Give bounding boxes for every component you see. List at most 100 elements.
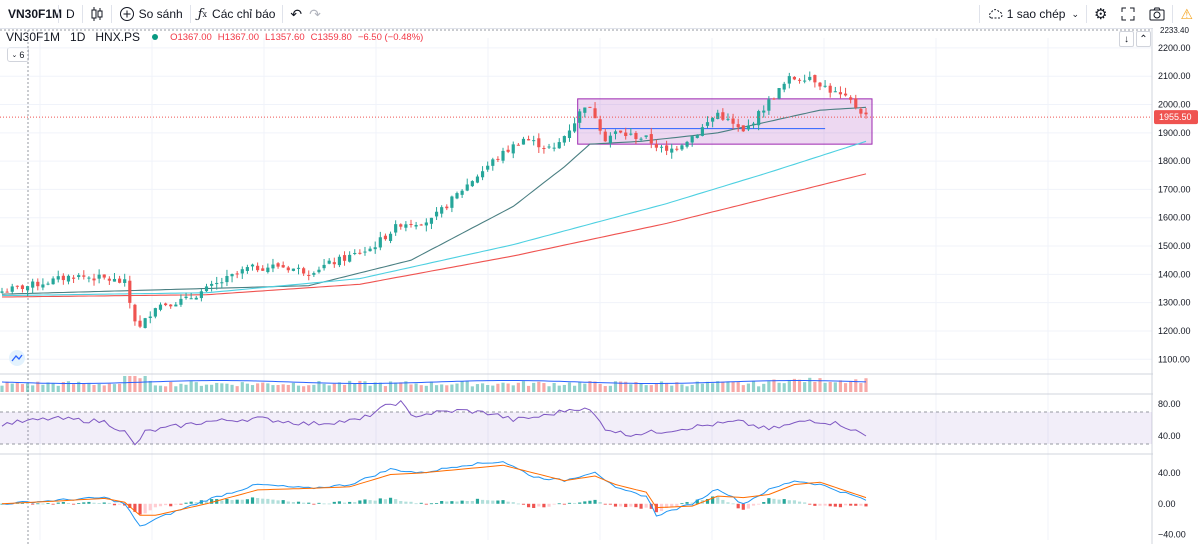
- volume-bar: [179, 383, 183, 392]
- volume-bar: [123, 376, 127, 392]
- candle: [199, 288, 203, 302]
- macd-histogram-bar: [480, 499, 485, 504]
- candle-body: [475, 176, 480, 183]
- volume-bar: [97, 383, 101, 392]
- macd-histogram-bar: [220, 500, 224, 504]
- candle-body: [337, 256, 342, 266]
- volume-bar: [450, 384, 454, 392]
- candle: [153, 307, 157, 319]
- candle-body: [608, 135, 612, 144]
- candle-body: [654, 143, 658, 148]
- candle-body: [665, 145, 669, 151]
- volume-bar: [148, 380, 152, 392]
- screenshot-button[interactable]: [1142, 0, 1172, 28]
- settings-button[interactable]: ⚙: [1087, 0, 1114, 28]
- macd-histogram-bar: [5, 503, 9, 505]
- legend-close: C1359.80: [310, 31, 352, 43]
- symbol-search-button[interactable]: VN30F1M: [0, 0, 62, 28]
- alert-button[interactable]: ⚠: [1173, 0, 1200, 28]
- candle: [419, 223, 423, 226]
- fullscreen-button[interactable]: [1114, 0, 1142, 28]
- candle: [317, 266, 321, 274]
- candle-body: [573, 123, 577, 132]
- candle-body: [153, 308, 157, 317]
- candle: [777, 88, 781, 100]
- candle: [537, 133, 541, 154]
- candle: [383, 233, 388, 241]
- macd-histogram-bar: [312, 503, 316, 505]
- volume-bar: [475, 384, 480, 392]
- candle-body: [77, 275, 81, 277]
- candle: [342, 251, 347, 266]
- macd-histogram-bar: [450, 501, 454, 504]
- indicator-toggle-button[interactable]: ⌄ 6: [7, 47, 29, 62]
- candle-body: [440, 207, 444, 214]
- volume-ma-line: [1, 380, 867, 384]
- volume-bar: [685, 386, 689, 392]
- scroll-down-button[interactable]: ↓: [1119, 31, 1134, 47]
- volume-bar: [394, 382, 398, 392]
- candle-body: [777, 88, 781, 99]
- volume-bar: [639, 383, 643, 392]
- candle: [409, 219, 413, 228]
- candle-body: [281, 265, 285, 268]
- candle-body: [317, 269, 321, 273]
- candle: [782, 81, 786, 93]
- volume-bar: [649, 385, 653, 392]
- layout-save-button[interactable]: 1 sao chép ⌄: [980, 0, 1086, 28]
- candle: [731, 113, 735, 130]
- candle-body: [184, 296, 188, 299]
- volume-bar: [516, 382, 520, 392]
- candle: [823, 80, 827, 88]
- volume-bar: [828, 381, 832, 392]
- volume-bar: [808, 377, 812, 392]
- volume-bar: [670, 385, 674, 392]
- macd-histogram-bar: [256, 498, 260, 504]
- candle-body: [782, 83, 786, 90]
- volume-bar: [562, 384, 566, 392]
- divider: [189, 5, 191, 23]
- candle-body: [388, 233, 393, 241]
- rsi-line: [1, 399, 867, 446]
- candle-body: [741, 125, 745, 132]
- candle: [665, 140, 669, 156]
- macd-histogram-bar: [751, 503, 756, 506]
- cloud-icon-bg: [9, 350, 25, 366]
- chevron-up-icon: ⌃: [1139, 33, 1148, 45]
- price-tick-label: 1400.00: [1158, 269, 1191, 279]
- macd-histogram-bar: [266, 498, 270, 504]
- redo-button[interactable]: ↷: [309, 0, 328, 28]
- candle: [644, 135, 648, 139]
- candle: [603, 128, 607, 142]
- candle-body: [526, 139, 531, 141]
- candle-body: [434, 211, 439, 217]
- undo-button[interactable]: ↶: [283, 0, 309, 28]
- candle: [736, 118, 740, 132]
- candle: [210, 280, 214, 292]
- candle-body: [578, 111, 582, 123]
- volume-bar: [82, 384, 86, 392]
- macd-histogram-bar: [71, 503, 76, 505]
- candle: [92, 273, 96, 286]
- volume-bar: [332, 383, 336, 392]
- macd-histogram-bar: [511, 502, 515, 504]
- volume-bar: [445, 385, 449, 392]
- candle: [204, 283, 209, 292]
- collapse-button[interactable]: ⌃: [1136, 31, 1151, 47]
- candle-body: [250, 264, 255, 267]
- candle: [654, 139, 658, 152]
- candle-body: [66, 275, 71, 282]
- chart-type-button[interactable]: [83, 0, 111, 28]
- macd-histogram-bar: [307, 502, 311, 504]
- macd-histogram-bar: [261, 498, 265, 504]
- candle: [245, 264, 249, 274]
- macd-histogram-bar: [629, 503, 633, 507]
- candle-body: [327, 260, 331, 264]
- interval-button[interactable]: D: [59, 0, 82, 28]
- compare-button[interactable]: So sánh: [112, 0, 190, 28]
- candle: [215, 276, 219, 290]
- volume-bar: [598, 383, 602, 392]
- candle: [184, 292, 188, 300]
- moving-average-line: [1, 173, 867, 298]
